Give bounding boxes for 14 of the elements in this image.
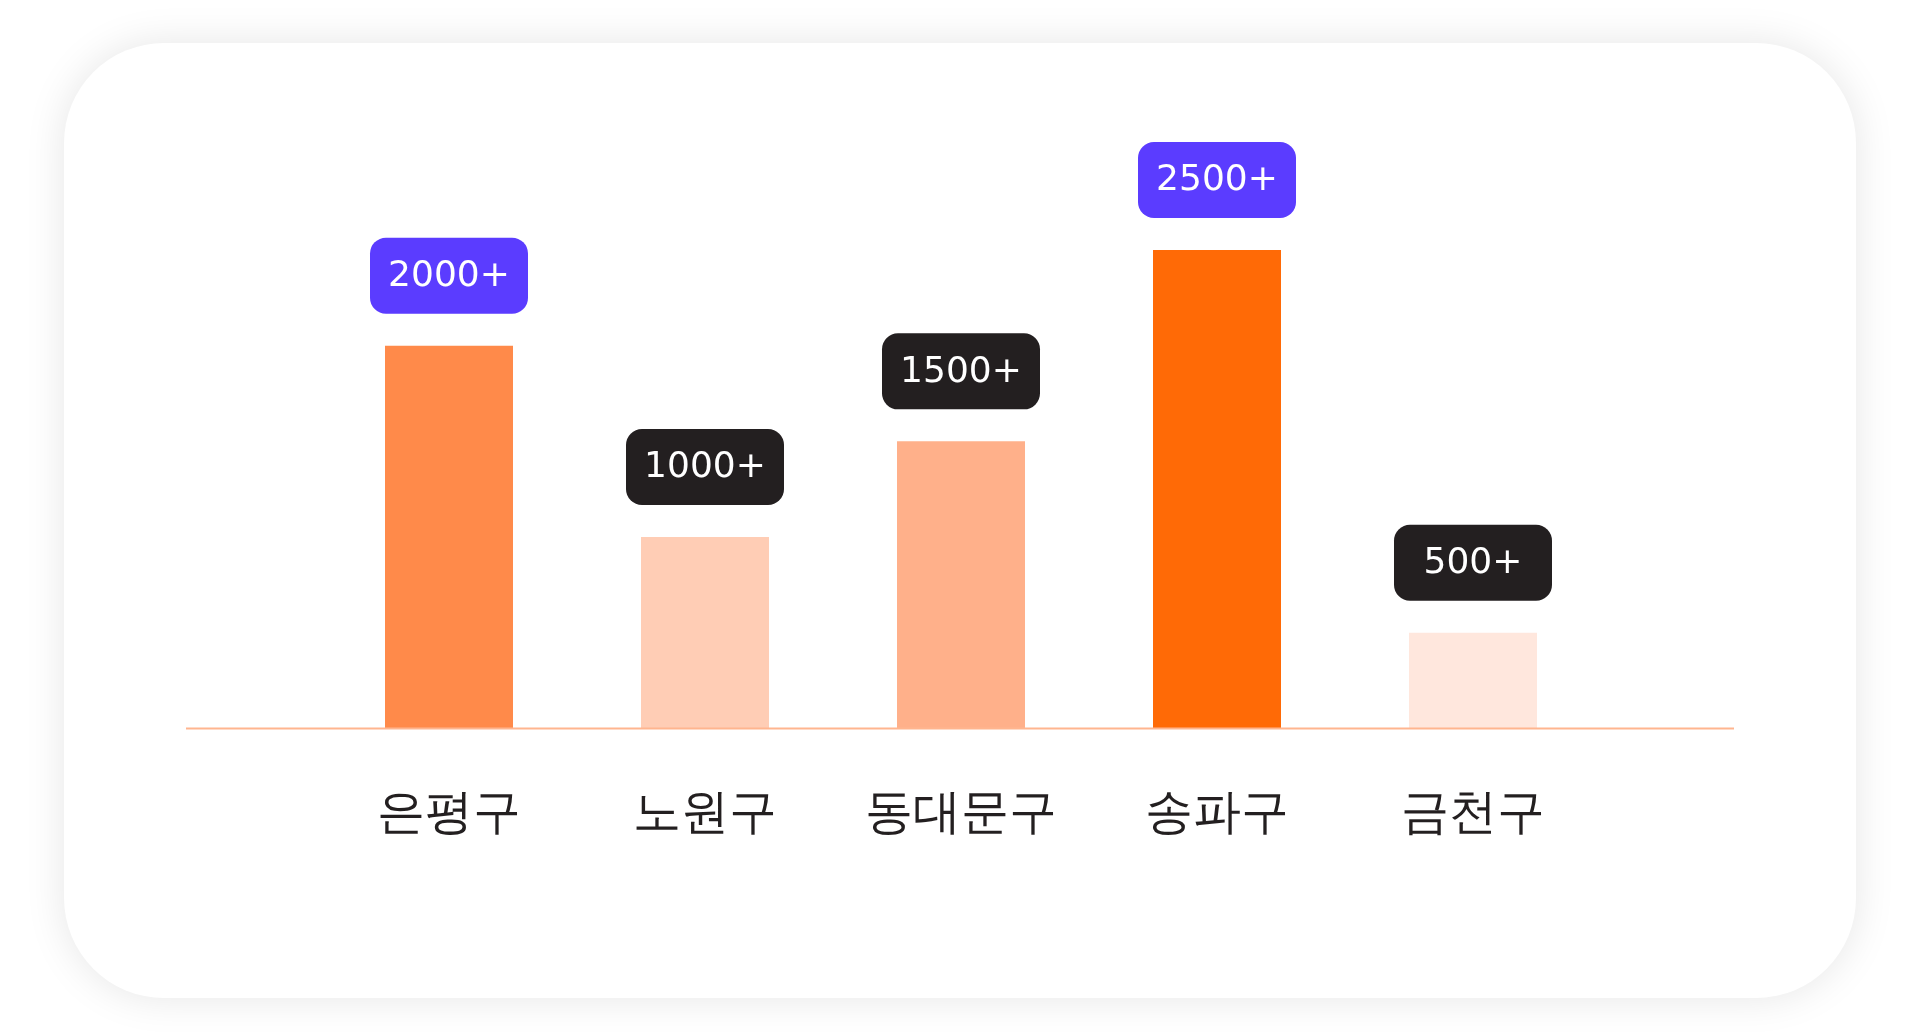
data-label: 1000+ <box>644 444 766 486</box>
x-tick-label: 은평구 <box>377 782 521 839</box>
bar <box>641 537 769 729</box>
data-label: 500+ <box>1423 540 1523 582</box>
data-label: 2000+ <box>388 253 510 295</box>
x-tick-label: 송파구 <box>1145 782 1289 839</box>
data-label: 2500+ <box>1156 157 1278 199</box>
x-tick-label: 노원구 <box>633 782 777 839</box>
bar <box>385 345 513 729</box>
bar <box>1153 250 1281 729</box>
bar <box>1409 632 1537 729</box>
data-label: 1500+ <box>900 348 1022 390</box>
x-tick-label: 동대문구 <box>865 782 1057 839</box>
x-tick-label: 금천구 <box>1401 782 1545 839</box>
